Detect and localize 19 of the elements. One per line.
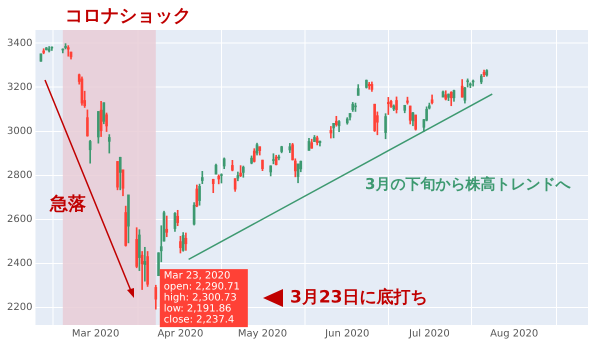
y-tick-label: 2800: [6, 170, 32, 181]
annotation: 急落: [49, 194, 86, 215]
y-tick-label: 2200: [6, 302, 32, 313]
candlestick: [40, 53, 42, 62]
annotation: Mar 23, 2020 open: 2,290.71 high: 2,300.73 low: 2,191.86 close: 2,237.4: [164, 270, 240, 326]
x-tick-label: Aug 2020: [490, 328, 538, 340]
x-tick-label: Apr 2020: [157, 328, 204, 340]
annotation: 3月23日に底打ち: [290, 287, 428, 308]
x-tick-label: Jul 2020: [408, 328, 450, 340]
y-tick-label: 2400: [6, 258, 32, 269]
x-tick-label: Mar 2020: [72, 328, 120, 340]
x-tick-label: Jun 2020: [324, 328, 370, 340]
series-label: 3月の下旬から株高トレンドへ: [365, 174, 572, 193]
band-label: コロナショック: [64, 6, 191, 27]
y-tick-label: 3200: [6, 82, 32, 93]
y-tick-label: 3000: [6, 126, 32, 137]
x-tick-label: May 2020: [238, 328, 288, 340]
y-tick-label: 3400: [6, 38, 32, 49]
y-tick-label: 2600: [6, 214, 32, 225]
